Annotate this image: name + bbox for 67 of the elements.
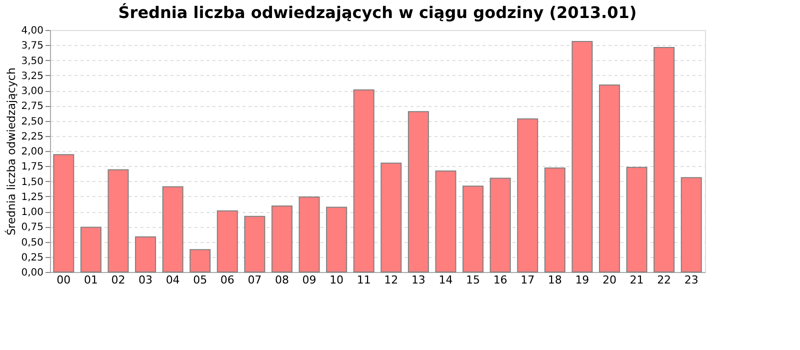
x-tick-label: 14 bbox=[438, 274, 453, 286]
y-tick-label: 1,50 bbox=[21, 176, 44, 188]
x-tick-label: 05 bbox=[193, 274, 208, 286]
y-tick-label: 0,00 bbox=[21, 268, 44, 278]
bar bbox=[353, 89, 374, 272]
x-tick-label: 08 bbox=[274, 274, 289, 286]
x-tick-label: 04 bbox=[166, 274, 180, 286]
bar bbox=[626, 166, 648, 272]
y-tick-label: 2,50 bbox=[21, 116, 44, 128]
bar bbox=[326, 206, 348, 272]
x-tick-label: 06 bbox=[220, 274, 234, 286]
bar bbox=[490, 178, 511, 272]
x-tick-label: 17 bbox=[520, 274, 535, 286]
x-tick-label: 18 bbox=[548, 274, 562, 286]
bar bbox=[654, 47, 675, 272]
x-tick-label: 03 bbox=[138, 274, 153, 286]
bar bbox=[380, 162, 402, 272]
y-tick-label: 0,50 bbox=[21, 237, 44, 248]
x-tick-label: 10 bbox=[330, 274, 344, 286]
x-tick-label: 00 bbox=[56, 274, 71, 286]
bar bbox=[80, 226, 102, 272]
y-tick-label: 2,00 bbox=[21, 146, 44, 158]
y-tick-label: 3,00 bbox=[21, 86, 44, 97]
bar bbox=[53, 154, 74, 272]
bar bbox=[435, 170, 456, 272]
y-tick-label: 0,75 bbox=[21, 222, 44, 234]
x-tick-label: 07 bbox=[248, 274, 262, 286]
y-tick-label: 4,00 bbox=[21, 26, 44, 36]
bar bbox=[298, 196, 320, 272]
bar bbox=[517, 118, 538, 272]
x-tick-label: 11 bbox=[356, 274, 371, 286]
y-tick-label: 3,75 bbox=[21, 40, 44, 52]
x-tick-label: 02 bbox=[111, 274, 126, 286]
x-tick-label: 16 bbox=[493, 274, 508, 286]
x-tick-label: 19 bbox=[575, 274, 590, 286]
bar bbox=[544, 167, 566, 272]
y-tick-label: 1,25 bbox=[21, 192, 44, 203]
y-tick-label: 3,25 bbox=[21, 70, 44, 82]
chart-title: Średnia liczba odwiedzających w ciągu godziny (2013.01) bbox=[118, 3, 637, 22]
bar bbox=[216, 210, 238, 272]
y-tick-label: 3,50 bbox=[21, 56, 44, 67]
bar bbox=[598, 84, 620, 272]
bar bbox=[462, 186, 484, 272]
x-tick-label: 09 bbox=[302, 274, 316, 286]
bar bbox=[572, 40, 593, 272]
x-tick-label: 23 bbox=[684, 274, 698, 286]
x-tick-label: 20 bbox=[602, 274, 616, 286]
bar bbox=[108, 169, 129, 272]
y-tick-label: 2,25 bbox=[21, 131, 44, 142]
bar bbox=[190, 249, 211, 272]
bar bbox=[244, 216, 266, 272]
y-tick-label: 1,75 bbox=[21, 162, 44, 173]
bar bbox=[408, 111, 429, 272]
y-tick-label: 0,25 bbox=[21, 252, 44, 264]
x-tick-label: 01 bbox=[84, 274, 98, 286]
x-tick-label: 13 bbox=[411, 274, 426, 286]
y-tick-label: 1,00 bbox=[21, 207, 44, 218]
x-tick-label: 22 bbox=[657, 274, 672, 286]
bar bbox=[162, 186, 184, 272]
y-tick-label: 2,75 bbox=[21, 101, 44, 112]
y-axis-title: Średnia liczba odwiedzających bbox=[4, 68, 18, 236]
bar bbox=[135, 236, 156, 272]
bar bbox=[271, 206, 292, 272]
bar bbox=[680, 177, 702, 272]
x-tick-label: 15 bbox=[466, 274, 480, 286]
x-tick-label: 12 bbox=[384, 274, 398, 286]
x-tick-label: 21 bbox=[630, 274, 644, 286]
